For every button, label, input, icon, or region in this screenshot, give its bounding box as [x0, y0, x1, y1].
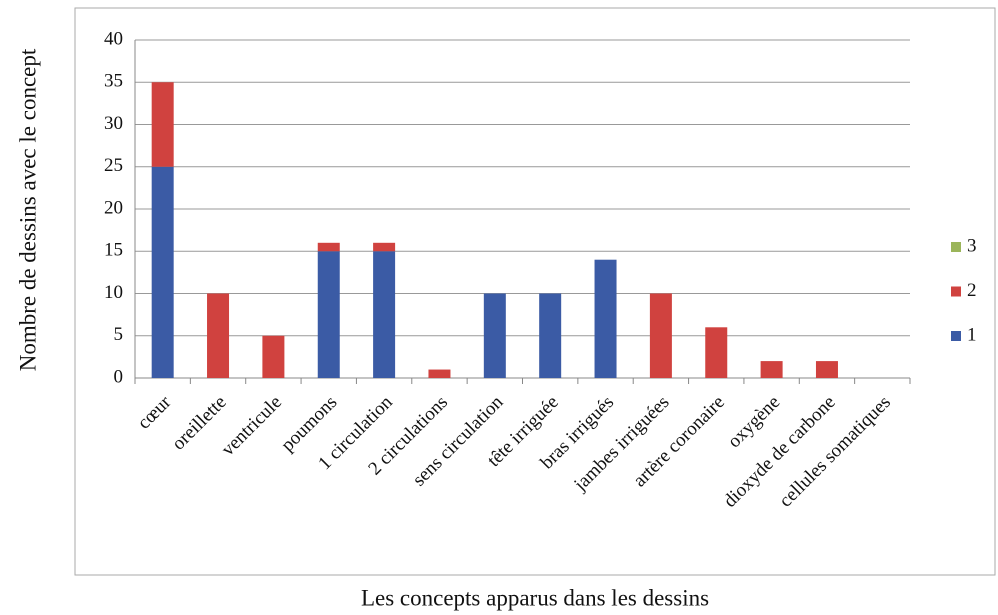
bar-segment — [151, 82, 174, 167]
bar-segment — [373, 242, 396, 252]
legend-swatch — [951, 286, 961, 297]
y-tick-label: 30 — [104, 113, 123, 134]
legend-swatch — [951, 331, 961, 341]
legend-swatch — [951, 242, 961, 252]
bar-segment — [317, 251, 340, 378]
y-tick-label: 5 — [114, 324, 124, 345]
bar-segment — [207, 293, 230, 378]
y-tick-label: 20 — [104, 197, 123, 218]
bar-segment — [760, 361, 783, 378]
bar-segment — [815, 361, 838, 378]
y-tick-label: 25 — [104, 155, 123, 176]
bar-segment — [594, 259, 617, 378]
y-tick-label: 10 — [104, 282, 123, 303]
x-axis-label: Les concepts apparus dans les dessins — [361, 585, 709, 610]
bar-segment — [262, 335, 285, 378]
bar-segment — [428, 369, 451, 378]
y-tick-label: 15 — [104, 240, 123, 261]
y-tick-label: 35 — [104, 71, 123, 92]
bar-segment — [151, 166, 174, 378]
x-tick-label: cœur — [134, 391, 176, 433]
bar-segment — [705, 327, 728, 378]
chart-frame — [74, 7, 996, 576]
bar-segment — [539, 293, 562, 378]
bar-segment — [483, 293, 506, 378]
x-tick-label: jambes irriguées — [570, 392, 674, 496]
bar-segment — [317, 242, 340, 252]
y-axis-label: Nombre de dessins avec le concept — [15, 48, 40, 371]
bar-segment — [649, 293, 672, 378]
y-tick-label: 0 — [114, 366, 124, 387]
legend-label: 3 — [967, 235, 977, 256]
bar-segment — [373, 251, 396, 378]
y-tick-label: 40 — [104, 28, 123, 49]
legend-label: 2 — [967, 280, 977, 301]
legend-label: 1 — [967, 324, 977, 345]
x-tick-label: ventricule — [217, 392, 286, 461]
